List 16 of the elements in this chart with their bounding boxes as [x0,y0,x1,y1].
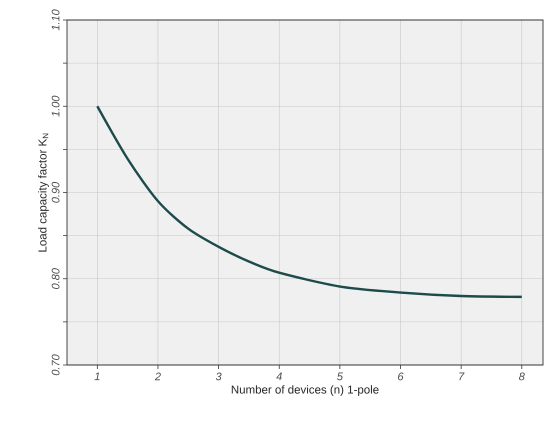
x-tick-label: 6 [398,372,404,380]
y-tick-label: 0.90 [52,182,60,203]
y-axis-title: Load capacity factor K$_{N}$ [38,134,49,252]
x-tick-label: 4 [276,372,282,380]
x-tick-label: 5 [337,372,343,380]
x-tick-label: 3 [216,372,222,380]
x-tick-label: 1 [94,372,100,380]
x-tick-label: 7 [459,372,465,380]
y-tick-label: 0.70 [52,354,60,376]
y-tick-label: 1.00 [52,96,60,117]
line-series [96,105,523,298]
x-tick-label: 2 [154,372,161,380]
y-tick-label: 1.10 [52,9,60,30]
x-axis-title: Number of devices (n) 1-pole [232,385,379,396]
x-tick-label: 8 [519,372,525,380]
y-tick-label: 0.80 [52,268,60,289]
